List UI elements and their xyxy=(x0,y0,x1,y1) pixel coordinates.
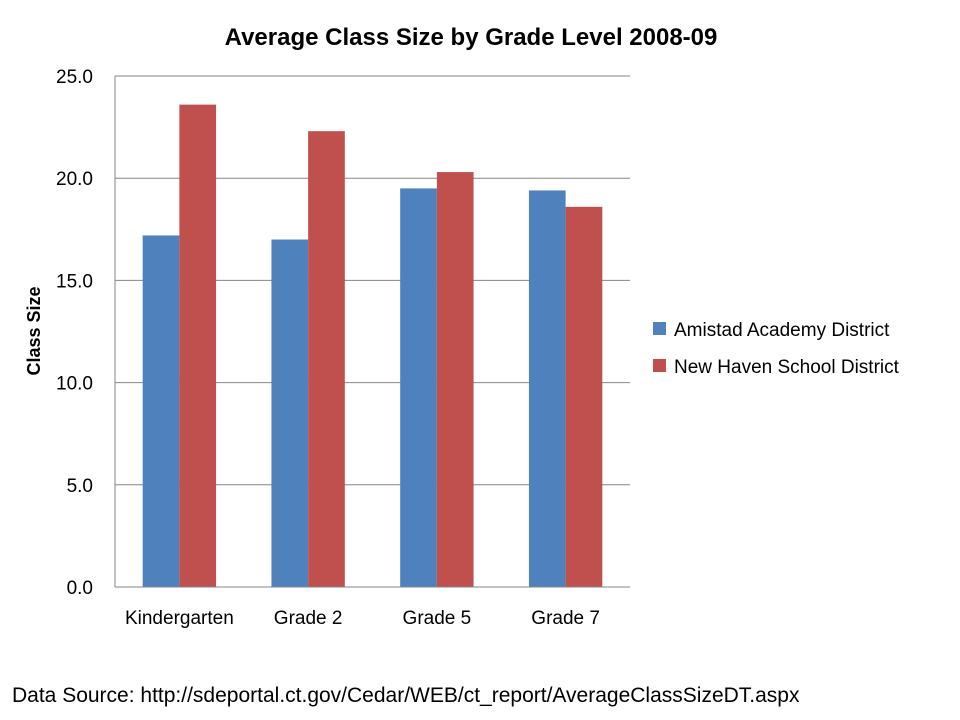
bar xyxy=(400,188,437,588)
legend-label: Amistad Academy District xyxy=(674,320,890,341)
y-tick-labels: 0.0 5.0 10.0 15.0 20.0 25.0 xyxy=(56,67,93,599)
y-tick-label: 25.0 xyxy=(56,67,93,88)
x-tick-label: Kindergarten xyxy=(125,608,234,629)
bar xyxy=(308,131,345,588)
axes xyxy=(114,76,630,588)
bar xyxy=(142,235,180,587)
y-axis-title: Class Size xyxy=(24,286,44,375)
x-tick-label: Grade 7 xyxy=(531,608,600,629)
x-tick-labels: Kindergarten Grade 2 Grade 5 Grade 7 xyxy=(125,608,600,629)
data-source-note: Data Source: http://sdeportal.ct.gov/Ced… xyxy=(12,684,800,707)
y-tick-label: 5.0 xyxy=(67,476,93,497)
bar xyxy=(179,104,217,587)
y-tick-label: 15.0 xyxy=(56,271,93,292)
bar xyxy=(436,172,474,587)
bar xyxy=(271,239,309,587)
bar xyxy=(565,206,603,588)
legend: Amistad Academy District New Haven School… xyxy=(653,320,900,378)
legend-label: New Haven School District xyxy=(674,357,900,378)
y-tick-label: 20.0 xyxy=(56,169,93,190)
y-tick-label: 0.0 xyxy=(67,578,93,599)
legend-swatch xyxy=(653,359,666,372)
bars xyxy=(142,104,603,588)
bar xyxy=(528,190,566,588)
x-tick-label: Grade 5 xyxy=(403,608,472,629)
y-tick-label: 10.0 xyxy=(56,374,93,395)
x-tick-label: Grade 2 xyxy=(274,608,343,629)
chart-title: Average Class Size by Grade Level 2008-0… xyxy=(225,24,718,51)
legend-swatch xyxy=(653,322,666,335)
